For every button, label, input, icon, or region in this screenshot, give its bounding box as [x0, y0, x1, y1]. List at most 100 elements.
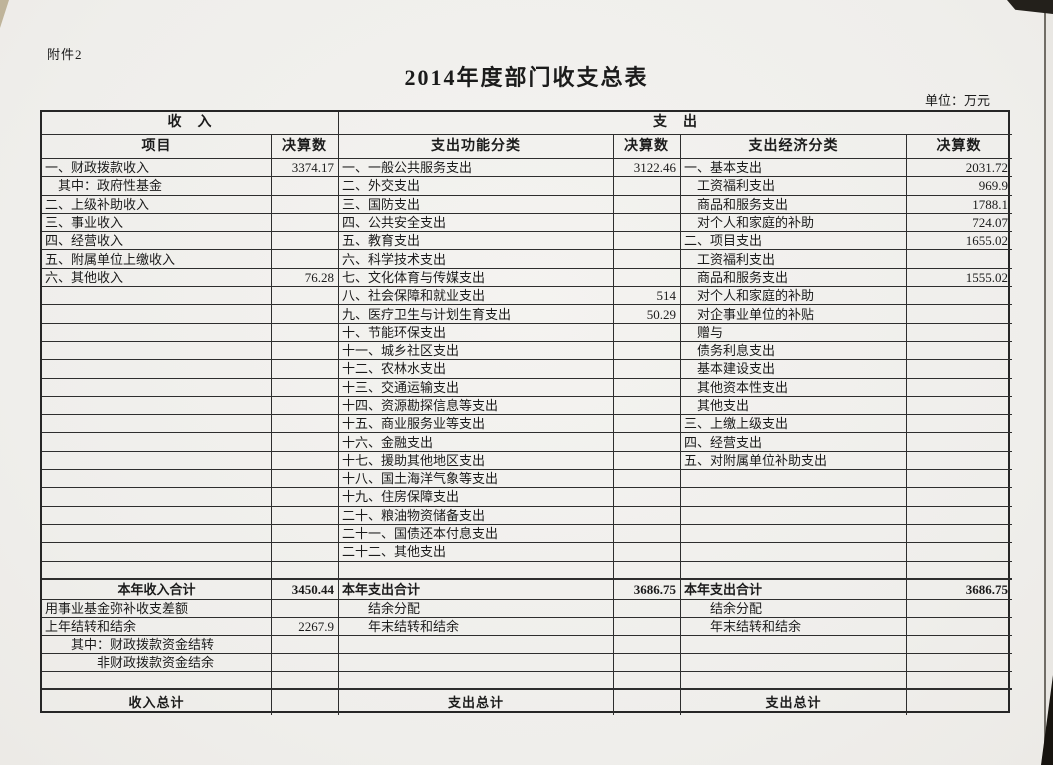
table-cell: [42, 543, 272, 562]
table-cell: 债务利息支出: [681, 341, 907, 361]
table-cell: [907, 415, 1012, 434]
table-cell: [681, 488, 907, 507]
table-cell: [272, 599, 339, 618]
table-cell: 六、科学技术支出: [339, 250, 614, 269]
table-cell: [42, 671, 272, 690]
table-cell: [907, 452, 1012, 471]
table-cell: [42, 524, 272, 544]
table-cell: 九、医疗卫生与计划生育支出: [339, 305, 614, 324]
table-cell: [339, 635, 614, 654]
table-cell: [681, 635, 907, 654]
table-cell: 二、上级补助收入: [42, 195, 272, 214]
table-cell: 结余分配: [339, 599, 614, 618]
table-cell: [681, 470, 907, 489]
table-cell: [42, 360, 272, 379]
table-cell: [272, 433, 339, 452]
table-cell: [614, 323, 681, 342]
table-cell: 2031.72: [907, 159, 1012, 178]
table-cell: 1788.1: [907, 196, 1012, 214]
table-cell: [272, 177, 339, 196]
table-cell: [614, 396, 681, 416]
table-cell: 其中：财政拨款资金结转: [42, 635, 272, 654]
table-cell: [272, 506, 339, 525]
table-cell: [339, 653, 614, 672]
table-cell: 本年收入合计: [42, 579, 272, 600]
table-cell: [907, 654, 1012, 672]
table-cell: [614, 433, 681, 452]
table-cell: [42, 305, 272, 324]
table-cell: [907, 379, 1012, 397]
table-cell: [272, 323, 339, 342]
table-cell: [42, 378, 272, 397]
table-cell: 3122.46: [614, 159, 681, 178]
table-cell: [614, 689, 681, 715]
table-cell: [42, 506, 272, 525]
table-cell: [272, 360, 339, 379]
table-cell: [614, 635, 681, 654]
table-cell: [272, 653, 339, 672]
table-cell: 对个人和家庭的补助: [681, 287, 907, 306]
header-expenditure-section: 支 出: [339, 112, 1012, 135]
table-cell: [907, 525, 1012, 544]
table-cell: 50.29: [614, 305, 681, 324]
table-cell: 1555.02: [907, 269, 1012, 288]
table-cell: 一、一般公共服务支出: [339, 159, 614, 178]
table-cell: 514: [614, 287, 681, 306]
table-cell: [907, 600, 1012, 618]
table-cell: [681, 561, 907, 580]
table-cell: 商品和服务支出: [681, 268, 907, 288]
table-cell: 一、基本支出: [681, 159, 907, 178]
table-cell: [614, 268, 681, 288]
table-cell: [907, 287, 1012, 306]
table-cell: [907, 250, 1012, 269]
table-cell: [42, 451, 272, 471]
table-cell: [614, 341, 681, 361]
table-cell: [907, 562, 1012, 580]
table-cell: [42, 415, 272, 434]
table-cell: [614, 488, 681, 507]
table-cell: [272, 232, 339, 251]
table-cell: [907, 488, 1012, 507]
table-cell: 工资福利支出: [681, 177, 907, 196]
table-cell: 2267.9: [272, 617, 339, 636]
table-cell: [614, 470, 681, 489]
table-cell: 商品和服务支出: [681, 195, 907, 214]
table-cell: [614, 653, 681, 672]
table-cell: 3686.75: [907, 580, 1012, 600]
table-cell: [42, 433, 272, 452]
table-cell: 基本建设支出: [681, 360, 907, 379]
table-cell: 二十二、其他支出: [339, 543, 614, 562]
scan-corner-top-right: [1007, 0, 1053, 14]
table-cell: 十六、金融支出: [339, 433, 614, 452]
table-cell: [614, 617, 681, 636]
table-cell: [42, 396, 272, 416]
table-cell: 其他支出: [681, 396, 907, 416]
table-cell: [272, 250, 339, 269]
table-cell: 3686.75: [614, 579, 681, 600]
table-cell: [681, 506, 907, 525]
table-cell: 年末结转和结余: [339, 617, 614, 636]
table-cell: [614, 415, 681, 434]
table-cell: 二十、粮油物资储备支出: [339, 506, 614, 525]
table-cell: 上年结转和结余: [42, 617, 272, 636]
scan-edge-right: [1044, 10, 1046, 765]
summary-table: 收 入 支 出 项目 决算数 支出功能分类 决算数 支出经济分类 决算数 一、财…: [40, 110, 1012, 715]
table-cell: 收入总计: [42, 689, 272, 715]
table-cell: [614, 451, 681, 471]
table-cell: [907, 636, 1012, 654]
header-item: 项目: [42, 135, 272, 159]
table-cell: 结余分配: [681, 599, 907, 618]
table-cell: 十一、城乡社区支出: [339, 341, 614, 361]
table-cell: [272, 561, 339, 580]
table-cell: 工资福利支出: [681, 250, 907, 269]
table-cell: [907, 543, 1012, 562]
table-cell: [681, 671, 907, 690]
table-cell: [907, 618, 1012, 636]
table-cell: [272, 689, 339, 715]
table-cell: 二、项目支出: [681, 232, 907, 251]
table-cell: [614, 378, 681, 397]
table-cell: [907, 342, 1012, 361]
table-cell: [272, 378, 339, 397]
table-cell: [272, 543, 339, 562]
table-cell: [272, 305, 339, 324]
